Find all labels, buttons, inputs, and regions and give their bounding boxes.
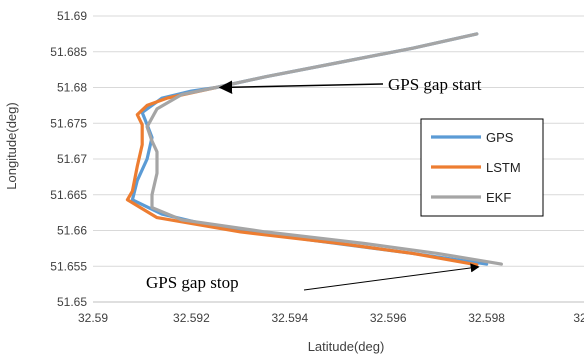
- gridlines: [93, 15, 584, 303]
- series-line-lstm: [125, 85, 479, 267]
- legend-label-ekf: EKF: [486, 190, 511, 205]
- legend-label-gps: GPS: [486, 130, 514, 145]
- annotation-arrow-stop: [303, 263, 480, 291]
- series-lines: [125, 32, 503, 267]
- y-tick-label: 51.665: [50, 188, 87, 202]
- y-tick-label: 51.655: [50, 259, 87, 273]
- y-tick-label: 51.67: [57, 152, 87, 166]
- annotation-arrow-start: [218, 80, 384, 94]
- x-tick-label: 32.592: [173, 311, 210, 325]
- annotation-gap-start: GPS gap start: [388, 75, 482, 94]
- x-axis-title: Latitude(deg): [308, 339, 385, 354]
- y-tick-label: 51.65: [57, 295, 87, 309]
- annotations: GPS gap start GPS gap stop: [146, 75, 482, 292]
- y-tick-label: 51.66: [57, 224, 87, 238]
- y-tick-labels: 51.65 51.655 51.66 51.665 51.67 51.675 51.68 51…: [50, 9, 87, 309]
- legend: GPS LSTM EKF: [420, 118, 544, 217]
- y-tick-label: 51.68: [57, 81, 87, 95]
- y-tick-label: 51.685: [50, 45, 87, 59]
- x-tick-label: 32.598: [468, 311, 505, 325]
- x-tick-label: 32.59: [78, 311, 108, 325]
- y-tick-label: 51.69: [57, 9, 87, 23]
- x-tick-labels: 32.59 32.592 32.594 32.596 32.598 32.6: [78, 311, 584, 325]
- x-tick-label: 32.596: [370, 311, 407, 325]
- legend-label-lstm: LSTM: [486, 160, 521, 175]
- x-tick-label: 32.6: [573, 311, 584, 325]
- series-line-ekf: [145, 32, 503, 266]
- annotation-gap-stop: GPS gap stop: [146, 273, 239, 292]
- y-tick-label: 51.675: [50, 116, 87, 130]
- x-tick-label: 32.594: [271, 311, 308, 325]
- y-axis-title: Longitude(deg): [4, 102, 19, 189]
